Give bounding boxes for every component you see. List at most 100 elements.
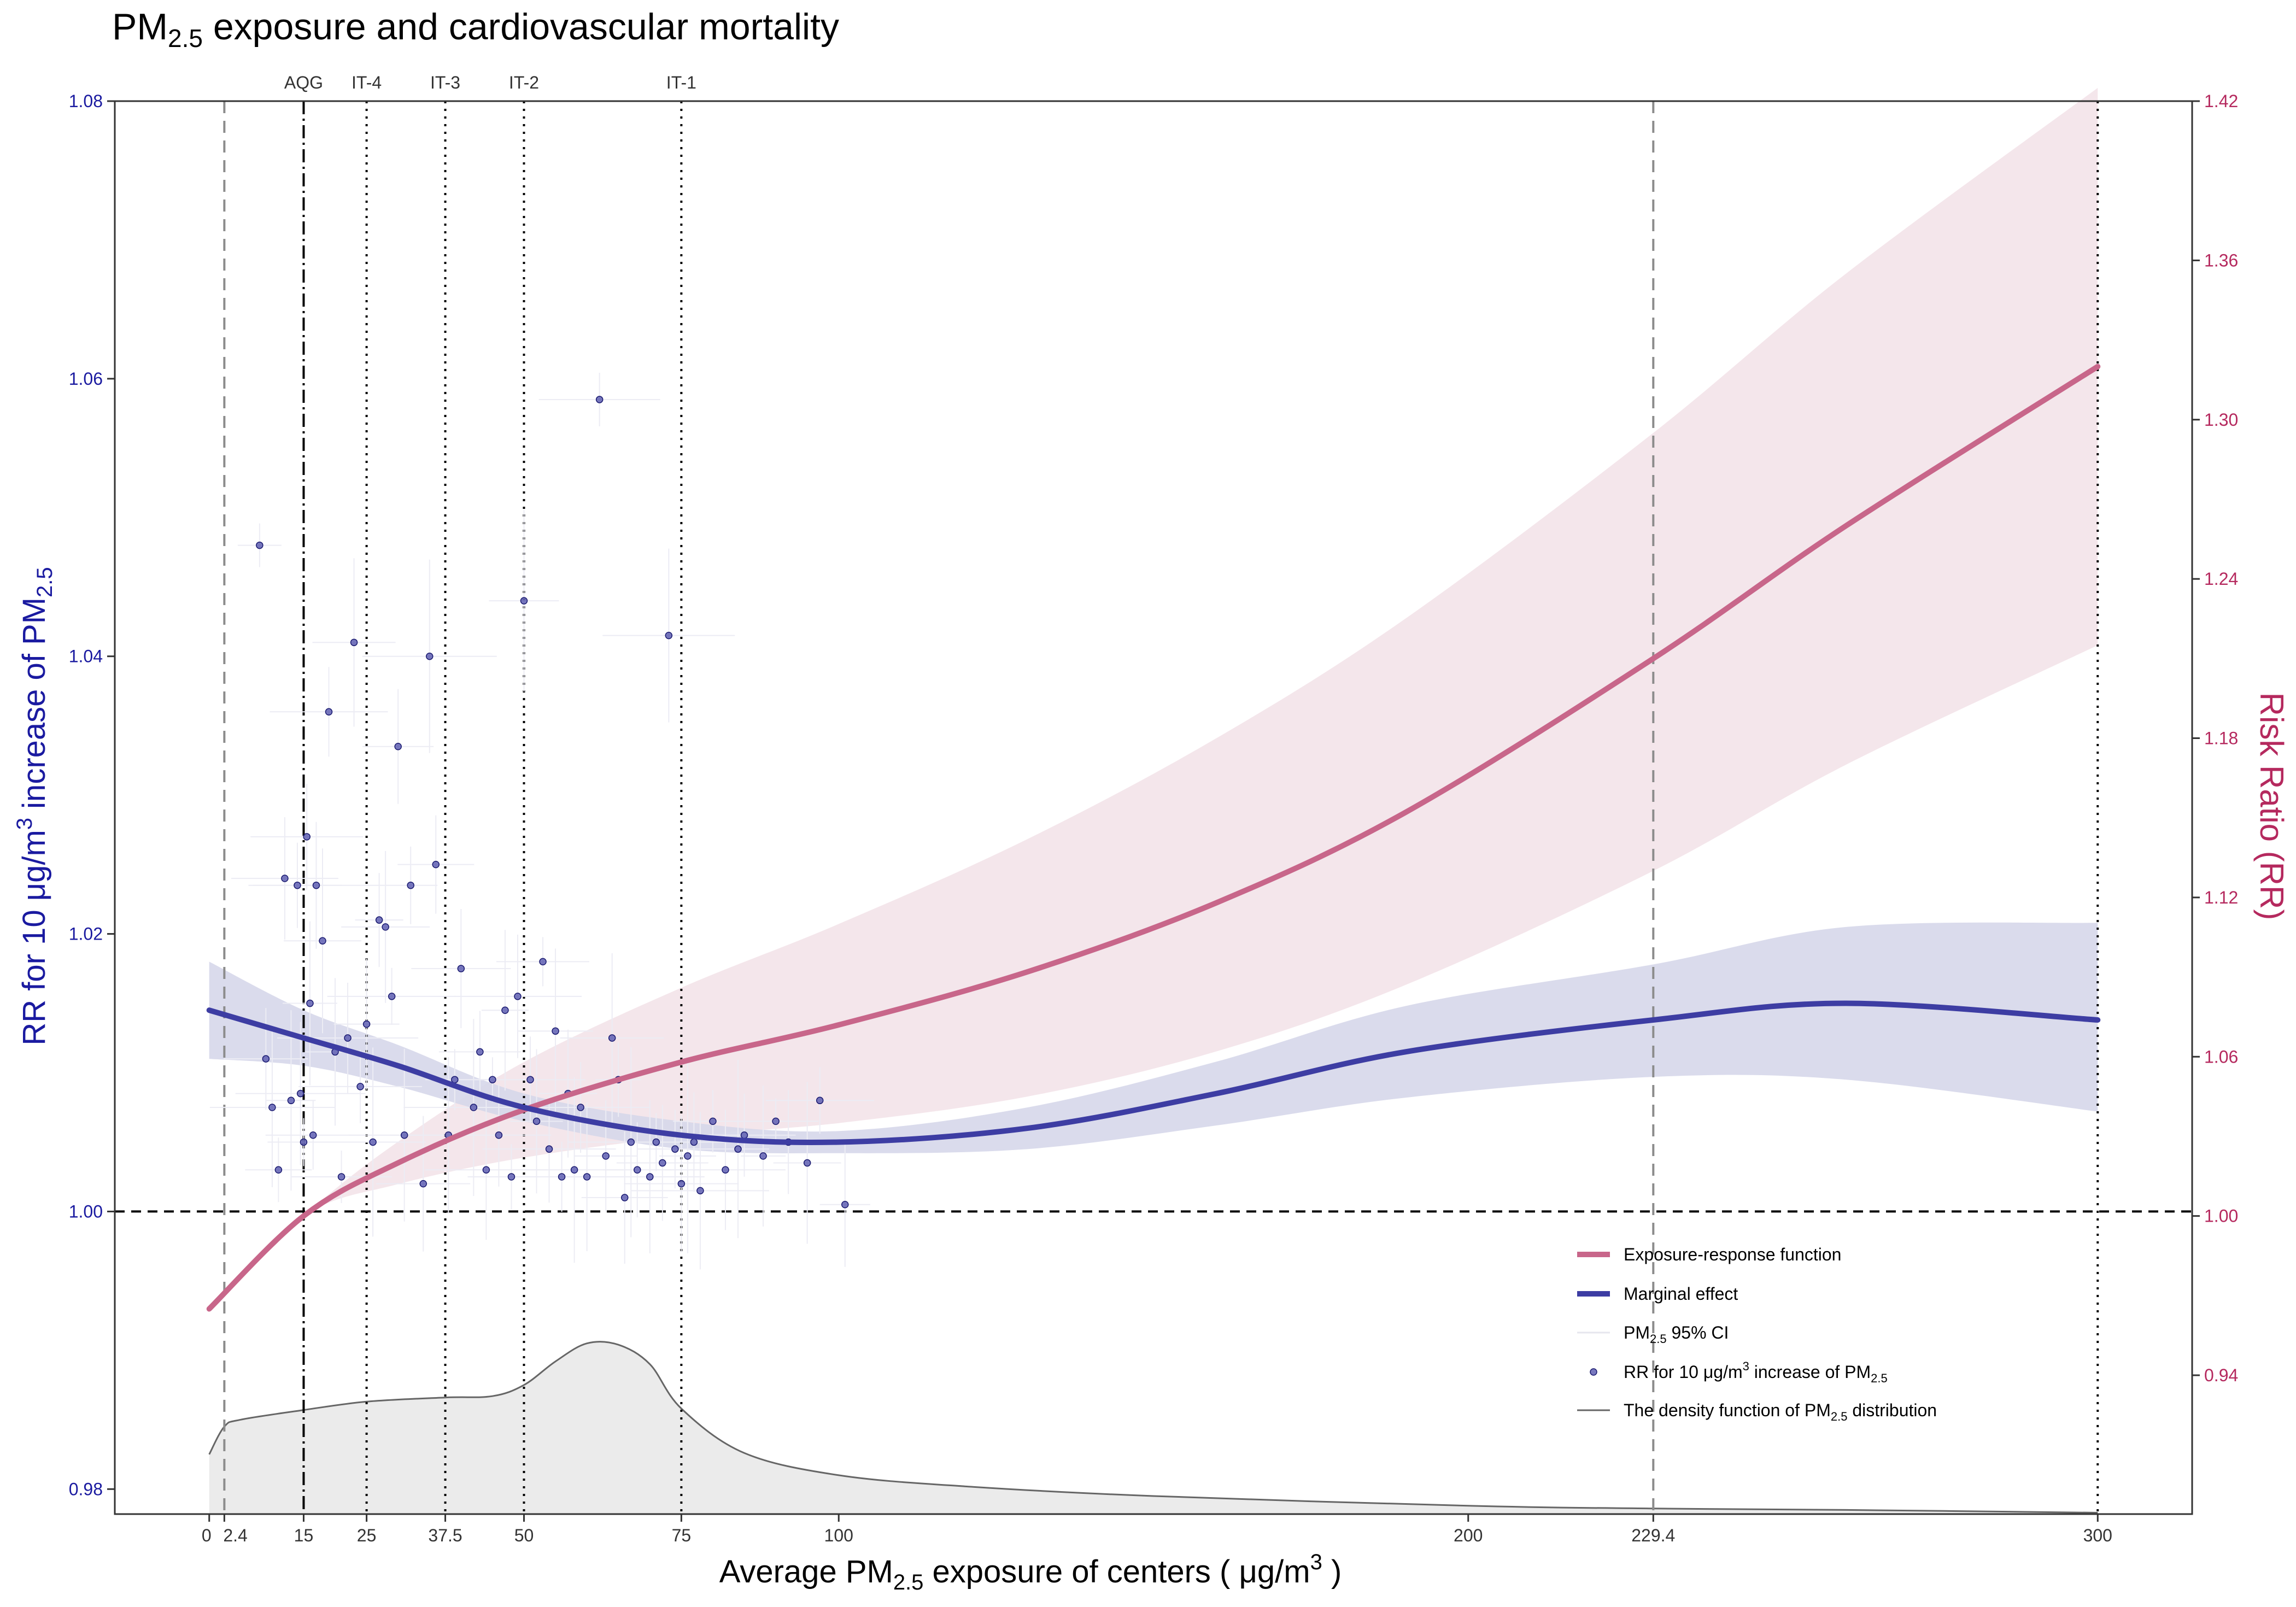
y-right-tick-label: 1.30 bbox=[2204, 410, 2238, 430]
legend-points-sup: 3 bbox=[1743, 1359, 1749, 1373]
data-point bbox=[394, 743, 402, 750]
legend-density-prefix: The density function of PM bbox=[1624, 1400, 1831, 1420]
x-tick-label: 37.5 bbox=[428, 1526, 462, 1545]
data-point bbox=[426, 652, 434, 660]
marginal-ci-band bbox=[209, 922, 2098, 1153]
data-point bbox=[375, 916, 383, 924]
data-point bbox=[369, 1138, 377, 1146]
data-point bbox=[526, 1076, 534, 1083]
data-point bbox=[309, 1131, 317, 1139]
density-curve bbox=[208, 1341, 2098, 1514]
chart-title-sub: 2.5 bbox=[168, 24, 203, 52]
data-point bbox=[507, 1173, 516, 1181]
legend-density-label: The density function of PM2.5 distributi… bbox=[1624, 1400, 1937, 1423]
x-tick-label: 229.4 bbox=[1631, 1526, 1675, 1545]
data-point bbox=[816, 1096, 824, 1105]
x-axis-label-sup: 3 bbox=[1310, 1550, 1322, 1574]
data-point bbox=[803, 1159, 811, 1167]
point-layer bbox=[209, 372, 874, 1270]
y-axis-left-label-sup: 3 bbox=[13, 818, 37, 830]
data-point bbox=[677, 1180, 686, 1188]
data-point bbox=[671, 1145, 679, 1153]
data-point bbox=[407, 881, 414, 889]
data-point bbox=[419, 1180, 427, 1188]
data-point bbox=[501, 1006, 509, 1014]
y-right-tick-label: 0.94 bbox=[2204, 1365, 2238, 1385]
data-point bbox=[296, 1089, 304, 1098]
data-point bbox=[312, 881, 320, 889]
data-point bbox=[306, 999, 314, 1007]
y-left-tick-label: 1.08 bbox=[69, 91, 103, 111]
data-point bbox=[602, 1152, 610, 1160]
guideline-label-it-2: IT-2 bbox=[509, 73, 539, 92]
marginal-line bbox=[206, 1000, 2101, 1146]
data-point bbox=[287, 1096, 295, 1105]
legend-points-label: RR for 10 μg/m3 increase of PM2.5 bbox=[1624, 1359, 1888, 1385]
data-point bbox=[841, 1200, 849, 1209]
guideline-label-it-3: IT-3 bbox=[430, 73, 460, 92]
ci-band-layer bbox=[209, 87, 2098, 1309]
legend: Exposure-response function Marginal effe… bbox=[1577, 1245, 1937, 1423]
data-point bbox=[274, 1166, 283, 1174]
data-point bbox=[722, 1166, 729, 1174]
data-point bbox=[696, 1187, 704, 1195]
data-point bbox=[539, 958, 547, 966]
legend-marginal-label: Marginal effect bbox=[1624, 1284, 1738, 1304]
data-point bbox=[577, 1104, 584, 1111]
x-tick-label: 2.4 bbox=[223, 1526, 247, 1545]
x-tick-label: 0 bbox=[202, 1526, 212, 1545]
x-tick-label: 50 bbox=[514, 1526, 534, 1545]
y-axis-left: 0.98 1.00 1.02 1.04 1.06 1.08 bbox=[69, 91, 115, 1499]
data-point bbox=[772, 1117, 780, 1125]
x-tick-label: 300 bbox=[2083, 1526, 2112, 1545]
data-point bbox=[520, 597, 528, 605]
data-point bbox=[256, 541, 263, 549]
legend-ci-sub: 2.5 bbox=[1650, 1332, 1667, 1346]
x-axis-label-prefix: Average PM bbox=[719, 1554, 893, 1590]
data-point bbox=[262, 1055, 270, 1063]
legend-points-key bbox=[1590, 1368, 1597, 1376]
data-point bbox=[634, 1166, 641, 1174]
data-point bbox=[558, 1173, 566, 1181]
data-point bbox=[268, 1104, 276, 1111]
y-right-tick-label: 1.24 bbox=[2204, 569, 2238, 589]
data-point bbox=[740, 1131, 748, 1139]
legend-ci-prefix: PM bbox=[1624, 1323, 1650, 1342]
x-axis: 0 2.4 15 25 37.5 50 75 100 200 229.4 300 bbox=[202, 1514, 2112, 1545]
data-point bbox=[482, 1166, 490, 1174]
data-point bbox=[344, 1034, 352, 1042]
y-left-tick-label: 1.06 bbox=[69, 369, 103, 389]
data-point bbox=[457, 965, 465, 972]
y-right-tick-label: 1.12 bbox=[2204, 888, 2238, 907]
data-point bbox=[665, 631, 673, 640]
data-point bbox=[759, 1152, 767, 1160]
y-right-tick-label: 1.06 bbox=[2204, 1047, 2238, 1066]
data-point bbox=[532, 1117, 541, 1125]
legend-points-middle: increase of PM bbox=[1749, 1362, 1871, 1382]
data-point bbox=[583, 1173, 591, 1181]
y-left-tick-label: 1.00 bbox=[69, 1201, 103, 1221]
data-point bbox=[620, 1194, 629, 1201]
y-right-tick-label: 1.42 bbox=[2204, 91, 2238, 111]
data-point bbox=[734, 1145, 742, 1153]
y-axis-left-label: RR for 10 μg/m3 increase of PM2.5 bbox=[13, 567, 57, 1045]
chart-title-prefix: PM bbox=[112, 6, 168, 48]
legend-points-prefix: RR for 10 μg/m bbox=[1624, 1362, 1743, 1382]
legend-points-sub: 2.5 bbox=[1871, 1371, 1888, 1385]
data-point bbox=[476, 1048, 484, 1056]
erf-ci-band bbox=[209, 87, 2098, 1309]
data-point bbox=[552, 1027, 559, 1035]
x-tick-label: 100 bbox=[824, 1526, 853, 1545]
data-point bbox=[690, 1138, 698, 1146]
data-point bbox=[646, 1173, 654, 1181]
data-point bbox=[303, 833, 311, 841]
y-axis-left-label-sub: 2.5 bbox=[33, 567, 57, 597]
data-point bbox=[337, 1173, 345, 1181]
data-point bbox=[362, 1020, 371, 1028]
data-point bbox=[652, 1138, 660, 1146]
data-point bbox=[300, 1138, 308, 1146]
data-point bbox=[595, 396, 604, 403]
data-point bbox=[350, 638, 358, 647]
data-point bbox=[400, 1131, 408, 1139]
guideline-label-aqg: AQG bbox=[284, 73, 323, 92]
